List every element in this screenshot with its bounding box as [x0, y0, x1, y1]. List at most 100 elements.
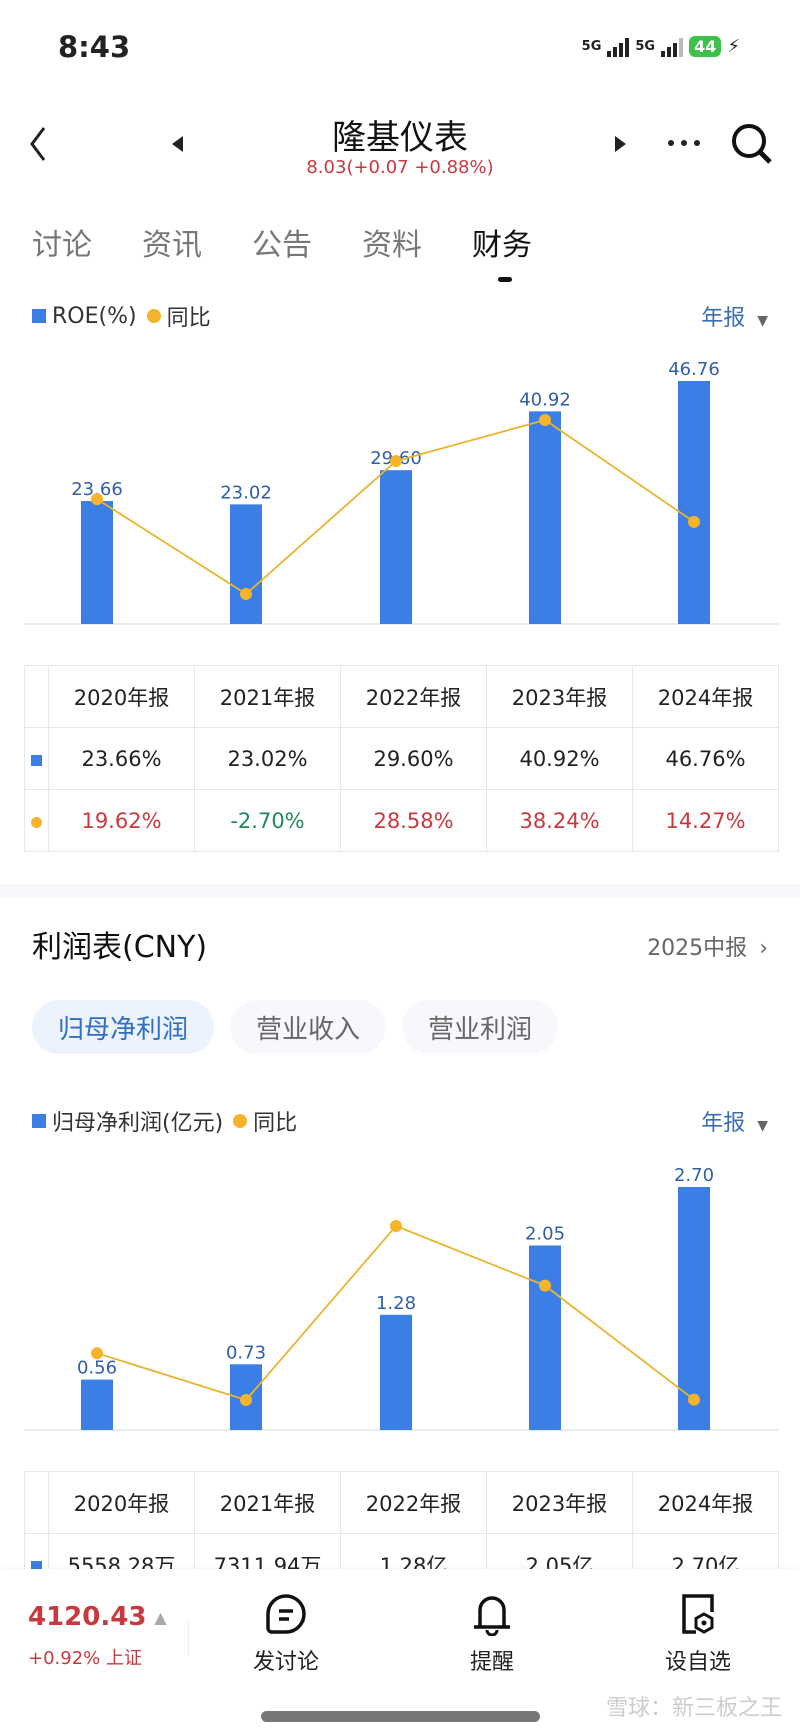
pill-operating-profit[interactable]: 营业利润	[402, 1000, 559, 1054]
network-label: 5G	[635, 39, 656, 54]
bar-value-label: 0.56	[77, 1358, 117, 1379]
bell-icon	[474, 1596, 510, 1636]
roe-period-dropdown[interactable]: 年报 ▼	[701, 300, 768, 332]
period-label: 年报	[701, 1111, 746, 1136]
header-cell: 2024年报	[632, 1471, 779, 1534]
bar-value-label: 0.73	[226, 1342, 266, 1363]
profit-legend: 归母净利润(亿元) 同比	[32, 1105, 297, 1137]
table-row: 23.66% 23.02% 29.60% 40.92% 46.76%	[24, 727, 779, 790]
home-indicator[interactable]	[261, 1711, 540, 1722]
tab-profile[interactable]: 资料	[362, 228, 422, 263]
bar	[529, 411, 561, 624]
header-cell: 2023年报	[486, 665, 633, 728]
header-cell: 2020年报	[48, 1471, 195, 1534]
action-label: 提醒	[469, 1650, 514, 1675]
bar-series-marker	[31, 1560, 42, 1572]
legend-bar-label: ROE(%)	[52, 303, 137, 329]
pill-net-profit[interactable]: 归母净利润	[32, 1000, 215, 1054]
report-period-link[interactable]: 2025中报 ›	[647, 930, 768, 962]
index-quote: 4120.43 ▲	[28, 1602, 167, 1632]
prev-stock-icon[interactable]	[172, 136, 184, 152]
bar-legend-swatch	[32, 1114, 46, 1128]
yoy-point	[91, 1347, 103, 1360]
tab-finance[interactable]: 财务	[472, 220, 532, 282]
table-header-row: 2020年报 2021年报 2022年报 2023年报 2024年报	[24, 1471, 779, 1534]
cell: 40.92%	[486, 727, 633, 790]
header-cell: 2022年报	[340, 1471, 487, 1534]
add-watchlist-icon	[682, 1594, 714, 1634]
yoy-point	[390, 1220, 402, 1232]
cell: 29.60%	[340, 727, 487, 790]
header-cell: 2024年报	[632, 665, 779, 728]
back-icon[interactable]	[26, 124, 50, 164]
legend-line-label: 同比	[253, 1111, 298, 1136]
cell: 46.76%	[632, 727, 779, 790]
header-cell: 2021年报	[194, 1471, 341, 1534]
tab-discussion[interactable]: 讨论	[32, 228, 92, 263]
table-header-row: 2020年报 2021年报 2022年报 2023年报 2024年报	[24, 665, 779, 728]
divider	[188, 1620, 189, 1656]
cell: 14.27%	[632, 789, 779, 852]
profit-chart: 0.56 0.73 1.28 2.05 2.70	[24, 1165, 779, 1431]
bar	[81, 501, 113, 624]
bar	[380, 1314, 412, 1430]
yoy-point	[390, 455, 402, 468]
index-change[interactable]: +0.92% 上证	[28, 1648, 142, 1669]
section-divider	[0, 884, 800, 897]
dropdown-arrow-icon: ▼	[757, 313, 768, 329]
index-value[interactable]: 4120.43	[28, 1602, 147, 1632]
cell: 23.02%	[194, 727, 341, 790]
roe-table: 2020年报 2021年报 2022年报 2023年报 2024年报 23.66% 23.…	[24, 665, 779, 852]
action-label: 发讨论	[252, 1650, 319, 1675]
bar-value-label: 2.70	[674, 1165, 714, 1186]
roe-legend: ROE(%) 同比	[32, 300, 211, 332]
cell: 38.24%	[486, 789, 633, 852]
bar	[380, 470, 412, 624]
bar-value-label: 1.28	[376, 1293, 416, 1314]
yoy-point	[688, 1393, 700, 1406]
post-discussion-button[interactable]: 发讨论	[226, 1592, 346, 1676]
alert-button[interactable]: 提醒	[432, 1592, 552, 1676]
header-cell: 2020年报	[48, 665, 195, 728]
line-series-marker	[31, 816, 42, 828]
bar-series-marker	[31, 754, 42, 766]
stock-name: 隆基仪表	[332, 118, 468, 158]
stock-price: 8.03(+0.07 +0.88%)	[306, 157, 494, 178]
signal-icon	[607, 37, 630, 57]
more-icon[interactable]	[666, 138, 702, 148]
bar-value-label: 23.66	[71, 479, 123, 500]
yoy-point	[539, 1279, 551, 1292]
header-cell: 2022年报	[340, 665, 487, 728]
income-statement-title: 利润表(CNY)	[32, 930, 208, 965]
dropdown-arrow-icon: ▼	[757, 1118, 768, 1134]
signal-icon	[661, 37, 684, 57]
search-icon[interactable]	[730, 122, 774, 166]
bar-value-label: 23.02	[220, 482, 272, 503]
yoy-point	[539, 414, 551, 426]
next-stock-icon[interactable]	[614, 136, 626, 152]
yoy-point	[240, 1394, 252, 1406]
bar	[678, 381, 710, 624]
bar	[230, 504, 262, 624]
tab-news[interactable]: 资讯	[142, 228, 202, 263]
bar	[529, 1245, 561, 1430]
header-cell: 2021年报	[194, 665, 341, 728]
up-arrow-icon: ▲	[154, 1608, 167, 1627]
comment-icon	[266, 1594, 306, 1634]
add-watchlist-button[interactable]: 设自选	[638, 1592, 758, 1676]
line-legend-swatch	[233, 1114, 248, 1128]
battery-icon: 44	[689, 36, 722, 57]
tab-announcements[interactable]: 公告	[252, 228, 312, 263]
bar-value-label: 46.76	[668, 359, 720, 380]
bar	[81, 1379, 113, 1430]
yoy-point	[240, 588, 252, 600]
bar-value-label: 2.05	[525, 1224, 565, 1245]
profit-period-dropdown[interactable]: 年报 ▼	[701, 1105, 768, 1137]
cell: 19.62%	[48, 789, 195, 852]
pill-revenue[interactable]: 营业收入	[230, 1000, 387, 1054]
bar	[678, 1187, 710, 1430]
line-legend-swatch	[146, 309, 161, 323]
cell: 23.66%	[48, 727, 195, 790]
bar-legend-swatch	[32, 309, 46, 323]
